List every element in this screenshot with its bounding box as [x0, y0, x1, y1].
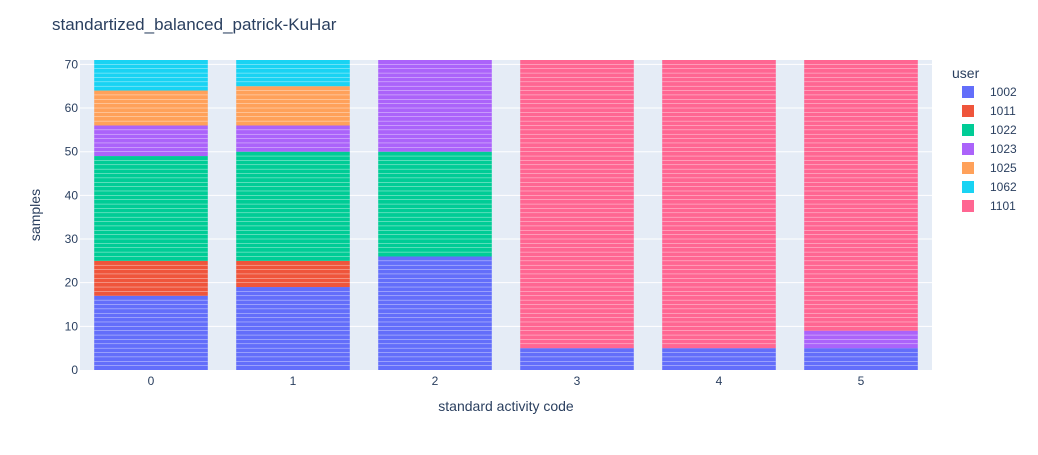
legend-item-1011[interactable]: 1011	[962, 104, 1016, 118]
y-tick-label: 70	[65, 57, 79, 71]
legend-item-1023[interactable]: 1023	[962, 142, 1017, 156]
x-tick-label: 5	[858, 374, 865, 388]
bar-segment-1025	[236, 86, 350, 126]
legend-label: 1101	[990, 199, 1016, 213]
x-tick-label: 2	[432, 374, 439, 388]
bars	[94, 60, 918, 370]
legend-item-1002[interactable]: 1002	[962, 85, 1017, 99]
legend-label: 1062	[990, 180, 1017, 194]
y-tick-label: 10	[65, 319, 79, 333]
legend-swatch	[962, 181, 974, 193]
x-axis-label: standard activity code	[438, 398, 574, 414]
bar-segment-1023	[94, 125, 208, 157]
bar-segment-1002	[94, 295, 208, 370]
y-tick-label: 50	[65, 145, 79, 159]
bar-segment-1002	[520, 348, 634, 370]
gridlines	[80, 63, 932, 327]
legend-swatch	[962, 200, 974, 212]
legend-label: 1025	[990, 161, 1017, 175]
bar-segment-1002	[804, 348, 918, 370]
legend-swatch	[962, 86, 974, 98]
y-tick-label: 20	[65, 276, 79, 290]
legend-swatch	[962, 162, 974, 174]
x-tick-label: 0	[148, 374, 155, 388]
y-tick-label: 30	[65, 232, 79, 246]
legend-items: 1002 1011 1022 1023 1025 1062 1101	[962, 85, 1017, 213]
legend-swatch	[962, 105, 974, 117]
plot-background	[80, 60, 932, 370]
legend-label: 1002	[990, 85, 1017, 99]
y-tick-label: 60	[65, 101, 79, 115]
legend-label: 1011	[990, 104, 1016, 118]
legend: user 1002 1011 1022 1023 1025 1062 1101	[952, 65, 1017, 213]
y-tick-label: 40	[65, 188, 79, 202]
y-axis-label: samples	[27, 189, 43, 241]
x-tick-label: 1	[290, 374, 297, 388]
bar-segment-1022	[236, 151, 350, 261]
x-tick-label: 3	[574, 374, 581, 388]
legend-item-1022[interactable]: 1022	[962, 123, 1017, 137]
legend-item-1025[interactable]: 1025	[962, 161, 1017, 175]
legend-label: 1023	[990, 142, 1017, 156]
bar-segment-1002	[662, 348, 776, 370]
y-tick-labels: 0 10 20 30 40 50 60 70	[65, 57, 79, 377]
legend-title: user	[952, 65, 980, 81]
legend-swatch	[962, 124, 974, 136]
bar-segment-1002	[236, 287, 350, 370]
legend-item-1101[interactable]: 1101	[962, 199, 1016, 213]
legend-swatch	[962, 143, 974, 155]
legend-item-1062[interactable]: 1062	[962, 180, 1017, 194]
y-tick-label: 0	[71, 363, 78, 377]
bar-segment-1023	[378, 60, 492, 152]
bar-segment-1062	[94, 60, 208, 91]
legend-label: 1022	[990, 123, 1017, 137]
x-tick-labels: 0 1 2 3 4 5	[148, 374, 865, 388]
x-tick-label: 4	[716, 374, 723, 388]
chart-title: standartized_balanced_patrick-KuHar	[52, 15, 337, 34]
